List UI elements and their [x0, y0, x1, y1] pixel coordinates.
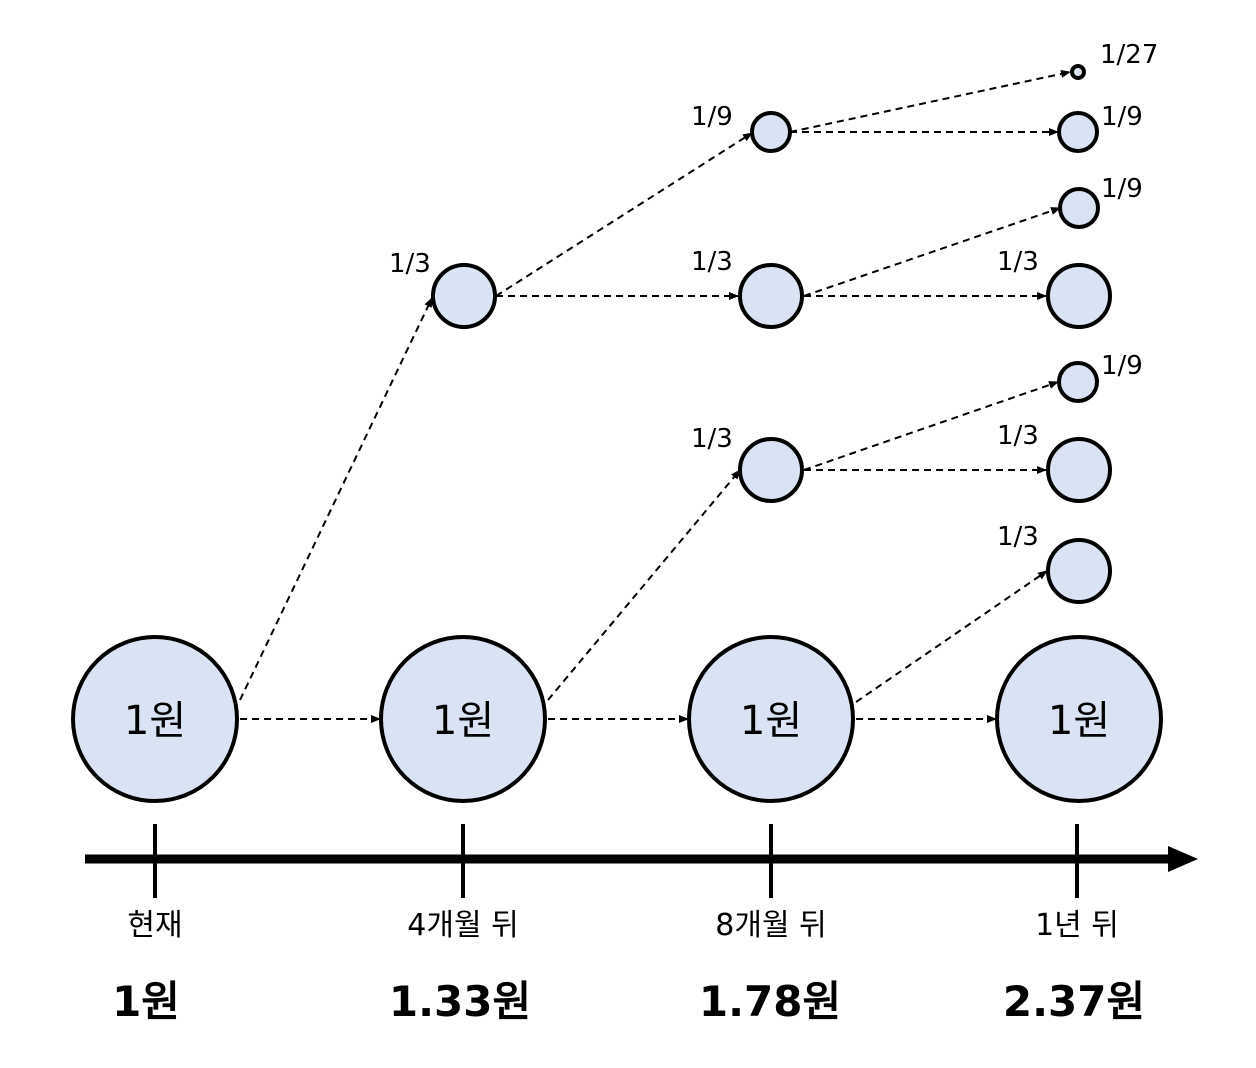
edge-base0-to-f1 — [239, 297, 433, 701]
base-node-0 — [71, 635, 239, 803]
period-label-3: 1년 뒤 — [1035, 908, 1119, 943]
fraction-node-f2 — [750, 111, 792, 153]
edge-base1-to-f4 — [547, 469, 741, 701]
value-label-0: 1원 — [112, 977, 180, 1026]
base-node-2 — [687, 635, 855, 803]
fraction-node-f11 — [1046, 538, 1112, 604]
fraction-label-f4: 1/3 — [691, 424, 733, 454]
base-nodes: 1원 1원 1원 1원 — [71, 635, 1163, 803]
fraction-label-f2: 1/9 — [691, 102, 733, 132]
fraction-node-f3 — [738, 263, 804, 329]
period-label-2: 8개월 뒤 — [715, 908, 826, 943]
fraction-label-f7: 1/9 — [1101, 174, 1143, 204]
fraction-node-f8 — [1046, 263, 1112, 329]
fraction-nodes — [431, 64, 1112, 604]
edges — [239, 69, 1071, 723]
fraction-node-f7 — [1058, 187, 1100, 229]
fraction-label-f1: 1/3 — [389, 249, 431, 279]
fraction-labels: 1/3 1/9 1/3 1/3 1/27 1/9 1/9 1/3 1/9 1/3… — [389, 40, 1158, 552]
fraction-label-f9: 1/9 — [1101, 351, 1143, 381]
fraction-label-f10: 1/3 — [997, 421, 1039, 451]
fraction-node-f9 — [1057, 361, 1099, 403]
value-label-3: 2.37원 — [1003, 977, 1145, 1026]
fraction-node-f5 — [1070, 64, 1086, 80]
edge-f3-to-f7 — [803, 207, 1061, 297]
base-node-0-label: 1원 — [124, 698, 186, 744]
fraction-label-f11: 1/3 — [997, 522, 1039, 552]
fraction-node-f4 — [738, 437, 804, 503]
edge-base2-to-f11 — [855, 570, 1048, 703]
base-node-3-label: 1원 — [1048, 698, 1110, 744]
fraction-node-f6 — [1057, 111, 1099, 153]
value-labels: 1원 1.33원 1.78원 2.37원 — [112, 977, 1145, 1026]
edge-f4-to-f9 — [803, 381, 1059, 471]
fraction-label-f6: 1/9 — [1101, 102, 1143, 132]
edge-f2-to-f5 — [789, 69, 1071, 133]
fraction-node-f1 — [431, 263, 497, 329]
base-node-1 — [379, 635, 547, 803]
base-node-3 — [995, 635, 1163, 803]
period-label-1: 4개월 뒤 — [407, 908, 518, 943]
base-node-1-label: 1원 — [432, 698, 494, 744]
fraction-node-f10 — [1046, 437, 1112, 503]
period-label-0: 현재 — [127, 908, 182, 943]
fraction-label-f8: 1/3 — [997, 247, 1039, 277]
period-labels: 현재 4개월 뒤 8개월 뒤 1년 뒤 — [127, 908, 1119, 943]
value-label-2: 1.78원 — [699, 977, 841, 1026]
base-node-2-label: 1원 — [740, 698, 802, 744]
fraction-label-f5: 1/27 — [1100, 40, 1158, 70]
edge-f1-to-f2 — [495, 132, 753, 297]
value-label-1: 1.33원 — [389, 977, 531, 1026]
fraction-label-f3: 1/3 — [691, 247, 733, 277]
timeline-arrowhead-icon — [1168, 846, 1198, 872]
timeline-axis — [85, 824, 1198, 898]
